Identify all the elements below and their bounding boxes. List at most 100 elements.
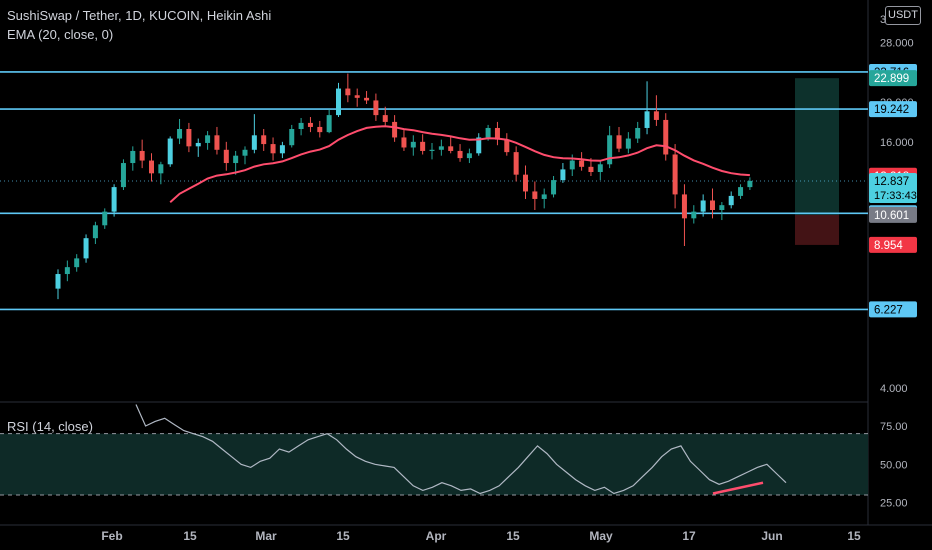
- candle-body: [149, 160, 154, 174]
- candle-body: [541, 194, 547, 199]
- candle-body: [410, 141, 416, 148]
- rsi-divergence-line: [712, 481, 764, 495]
- candle-body: [158, 164, 164, 174]
- price-label-box: [869, 70, 917, 87]
- candle-body: [607, 135, 613, 165]
- candle-body: [120, 163, 126, 188]
- candle-body: [345, 88, 351, 96]
- candle-body: [635, 127, 641, 139]
- candle-body: [55, 274, 61, 289]
- candle-body: [710, 200, 715, 210]
- time-tick-label: 15: [847, 529, 861, 543]
- candle-body: [167, 138, 173, 165]
- candle-body: [738, 187, 744, 196]
- candle-body: [233, 155, 239, 164]
- candle-body: [270, 144, 276, 154]
- candle-body: [130, 150, 136, 164]
- candle-body: [83, 238, 89, 259]
- candle-body: [747, 180, 753, 188]
- candle-body: [401, 137, 407, 148]
- candle-body: [485, 127, 491, 138]
- time-tick-label: Mar: [255, 529, 277, 543]
- currency-badge[interactable]: USDT: [885, 6, 921, 25]
- candle-body: [242, 149, 248, 156]
- candle-body: [719, 205, 725, 210]
- candle-body: [532, 191, 538, 199]
- price-label-box: [869, 236, 917, 253]
- candle-body: [420, 141, 426, 151]
- price-label-box: [869, 206, 917, 223]
- candle-body: [438, 146, 444, 150]
- candle-body: [504, 139, 510, 153]
- candle-body: [616, 135, 622, 149]
- candle-body: [448, 146, 454, 151]
- candle-body: [214, 135, 220, 150]
- candle-body: [64, 267, 70, 275]
- candle-body: [373, 100, 379, 116]
- price-tick-label: 4.000: [880, 383, 908, 395]
- candle-body: [177, 129, 183, 139]
- candle-body: [102, 211, 108, 226]
- rsi-tick-label: 75.00: [880, 421, 908, 433]
- time-tick-label: May: [589, 529, 613, 543]
- candle-body: [354, 95, 360, 98]
- candle-body: [289, 129, 295, 146]
- candle-body: [195, 142, 201, 147]
- candle-body: [298, 122, 304, 130]
- candle-body: [513, 152, 519, 175]
- candle-body: [691, 211, 697, 219]
- candle-body: [644, 111, 650, 128]
- candle-body: [74, 258, 80, 268]
- candle-body: [326, 115, 332, 133]
- candle-body: [317, 126, 323, 133]
- candle-body: [92, 225, 98, 239]
- price-label-box: [869, 101, 917, 118]
- ema-legend: EMA (20, close, 0): [7, 27, 114, 42]
- price-label-target: 22.899: [874, 73, 909, 85]
- candle-body: [139, 150, 145, 161]
- time-tick-label: Jun: [761, 529, 782, 543]
- price-tick-label: 28.000: [880, 37, 914, 49]
- price-label-box: [869, 301, 917, 318]
- candle-body: [186, 129, 192, 147]
- price-label-level: 19.242: [874, 104, 909, 116]
- rsi-band: [0, 433, 868, 495]
- candle-body: [111, 187, 117, 212]
- candle-body: [672, 154, 678, 195]
- candle-body: [663, 119, 669, 155]
- candle-body: [307, 122, 313, 127]
- candle-body: [625, 138, 631, 149]
- candle-body: [364, 97, 370, 101]
- candle-body: [653, 111, 659, 120]
- target-zone: [795, 78, 839, 215]
- candle-body: [551, 180, 557, 195]
- time-tick-label: 15: [183, 529, 197, 543]
- candle-body: [476, 137, 482, 154]
- price-tick-label: 16.000: [880, 137, 914, 149]
- candle-body: [466, 153, 472, 159]
- price-label-box: [869, 172, 917, 203]
- time-tick-label: 15: [506, 529, 520, 543]
- price-label-stop: 8.954: [874, 240, 903, 252]
- candle-body: [494, 127, 500, 140]
- price-label-entry: 10.601: [874, 210, 909, 222]
- rsi-tick-label: 50.00: [880, 459, 908, 471]
- candle-body: [681, 194, 687, 219]
- candle-body: [569, 160, 575, 170]
- rsi-line: [135, 404, 787, 495]
- candle-body: [560, 169, 566, 181]
- price-label-level: 6.227: [874, 304, 903, 316]
- candle-body: [336, 88, 341, 116]
- candle-body: [579, 160, 585, 167]
- candle-body: [429, 149, 435, 151]
- chart-title: SushiSwap / Tether, 1D, KUCOIN, Heikin A…: [7, 8, 272, 23]
- candle-body: [457, 150, 463, 159]
- candle-body: [392, 121, 398, 138]
- candle-body: [205, 135, 211, 143]
- rsi-tick-label: 25.00: [880, 498, 908, 510]
- stop-zone: [795, 214, 839, 245]
- candle-body: [251, 135, 257, 150]
- time-tick-label: 15: [336, 529, 350, 543]
- candle-body: [588, 166, 594, 173]
